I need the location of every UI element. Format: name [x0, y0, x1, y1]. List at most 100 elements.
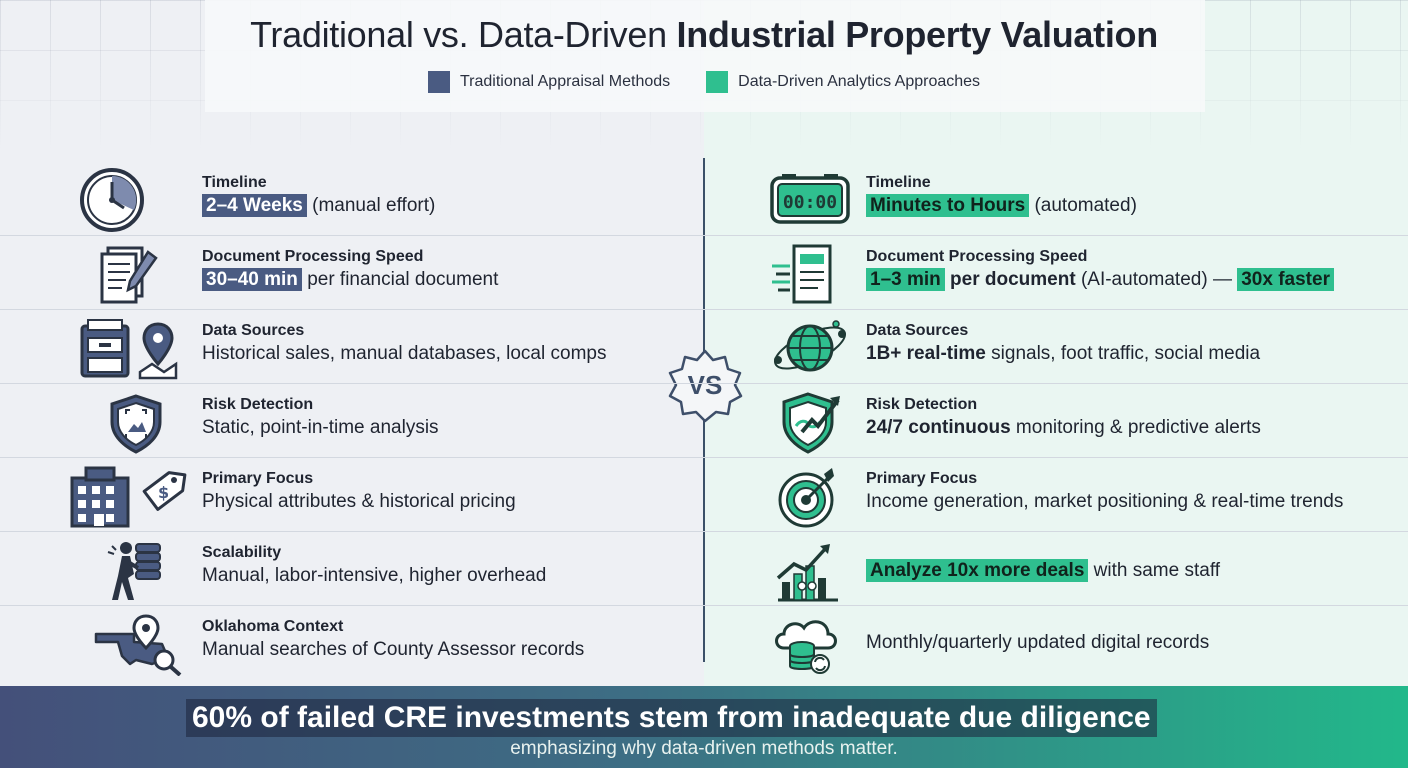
- traditional-row-scalability: Scalability Manual, labor-intensive, hig…: [0, 532, 704, 606]
- data-driven-scalability-text: Analyze 10x more deals with same staff: [866, 559, 1221, 582]
- traditional-row-document-speed: Document Processing Speed 30–40 min per …: [0, 236, 704, 310]
- clock-icon: [80, 168, 144, 232]
- value-rest: signals, foot traffic, social media: [991, 343, 1261, 364]
- row-label: Oklahoma Context: [202, 618, 344, 635]
- row-value: Manual searches of County Assessor recor…: [202, 639, 585, 660]
- row-divider: [704, 309, 1408, 310]
- title-backdrop: [205, 0, 1205, 112]
- traditional-row-oklahoma-context: Oklahoma Context Manual searches of Coun…: [0, 606, 704, 680]
- document-scan-icon: [772, 244, 832, 304]
- traditional-oklahoma-context-text: Oklahoma Context Manual searches of Coun…: [202, 618, 584, 661]
- value-highlight: Minutes to Hours: [866, 194, 1030, 217]
- row-value: Historical sales, manual databases, loca…: [202, 343, 607, 364]
- data-driven-row-document-speed: Document Processing Speed 1–3 min per do…: [704, 236, 1408, 310]
- value-highlight: 1–3 min: [866, 268, 945, 291]
- traditional-timeline-text: Timeline 2–4 Weeks (manual effort): [202, 174, 435, 217]
- data-driven-timeline-text: Timeline Minutes to Hours (automated): [866, 174, 1137, 217]
- row-value: Analyze 10x more deals with same staff: [866, 559, 1221, 582]
- row-label: Risk Detection: [202, 396, 314, 413]
- value-rest: (manual effort): [312, 195, 436, 216]
- data-driven-risk-detection-text: Risk Detection 24/7 continuous monitorin…: [866, 396, 1261, 439]
- svg-text:$: $: [158, 483, 169, 502]
- row-divider: [704, 235, 1408, 236]
- row-value: Physical attributes & historical pricing: [202, 491, 516, 512]
- traditional-row-primary-focus: $ Primary Focus Physical attributes & hi…: [0, 458, 704, 532]
- value-bold: 1B+ real-time: [866, 343, 986, 364]
- row-value: Monthly/quarterly updated digital record…: [866, 632, 1210, 653]
- row-value: 1–3 min per document (AI-automated) — 30…: [866, 268, 1334, 291]
- row-value: 30–40 min per financial document: [202, 268, 499, 291]
- row-label: Primary Focus: [866, 470, 978, 487]
- row-divider: [704, 605, 1408, 606]
- row-divider: [704, 383, 1408, 384]
- data-driven-row-data-sources: Data Sources 1B+ real-time signals, foot…: [704, 310, 1408, 384]
- growth-chart-people-icon: [776, 544, 838, 602]
- row-divider: [0, 531, 704, 532]
- value-rest: with same staff: [1093, 560, 1221, 581]
- vs-label: VS: [687, 370, 723, 400]
- row-divider: [0, 235, 704, 236]
- row-label: Scalability: [202, 544, 282, 561]
- value-bold: per document: [950, 269, 1076, 290]
- shield-trend-icon: [782, 392, 840, 454]
- value-highlight: 2–4 Weeks: [202, 194, 307, 217]
- traditional-primary-focus-text: Primary Focus Physical attributes & hist…: [202, 470, 516, 513]
- row-value: Manual, labor-intensive, higher overhead: [202, 565, 547, 586]
- row-label: Timeline: [866, 174, 931, 191]
- legend: Traditional Appraisal Methods Data-Drive…: [0, 71, 1408, 93]
- data-driven-primary-focus-text: Primary Focus Income generation, market …: [866, 470, 1343, 513]
- legend-item-data-driven: Data-Driven Analytics Approaches: [706, 71, 980, 93]
- legend-label-traditional: Traditional Appraisal Methods: [459, 73, 671, 90]
- value-rest: (automated): [1034, 195, 1137, 216]
- row-label: Timeline: [202, 174, 267, 191]
- footer-subtext: emphasizing why data-driven methods matt…: [510, 738, 898, 759]
- shield-icon: [110, 394, 162, 454]
- traditional-scalability-text: Scalability Manual, labor-intensive, hig…: [202, 544, 546, 587]
- row-divider: [704, 457, 1408, 458]
- row-divider: [0, 457, 704, 458]
- row-label: Document Processing Speed: [202, 248, 424, 265]
- value-highlight: 30–40 min: [202, 268, 302, 291]
- target-arrow-icon: [778, 468, 834, 528]
- row-value: Income generation, market positioning & …: [866, 491, 1344, 512]
- row-label: Data Sources: [866, 322, 969, 339]
- traditional-risk-detection-text: Risk Detection Static, point-in-time ana…: [202, 396, 439, 439]
- row-divider: [704, 531, 1408, 532]
- vs-badge-icon: [668, 349, 743, 423]
- data-driven-row-scalability: Analyze 10x more deals with same staff: [704, 532, 1408, 606]
- row-divider: [0, 309, 704, 310]
- value-rest: (AI-automated) —: [1080, 269, 1232, 290]
- data-driven-row-timeline: 00:00 Timeline Minutes to Hours (automat…: [704, 162, 1408, 236]
- row-value: 1B+ real-time signals, foot traffic, soc…: [866, 343, 1260, 365]
- row-value: Minutes to Hours (automated): [866, 194, 1137, 217]
- data-driven-records-text: Monthly/quarterly updated digital record…: [866, 632, 1209, 654]
- person-carrying-stack-icon: [107, 542, 161, 600]
- row-label: Document Processing Speed: [866, 248, 1088, 265]
- row-label: Primary Focus: [202, 470, 314, 487]
- traditional-row-data-sources: Data Sources Historical sales, manual da…: [0, 310, 704, 384]
- page-title: Traditional vs. Data-Driven Industrial P…: [250, 14, 1158, 55]
- file-cabinet-map-pin-icon: [80, 319, 178, 380]
- svg-text:00:00: 00:00: [783, 192, 837, 213]
- value-rest: monitoring & predictive alerts: [1015, 417, 1261, 438]
- row-value: 24/7 continuous monitoring & predictive …: [866, 417, 1261, 439]
- legend-label-data-driven: Data-Driven Analytics Approaches: [738, 73, 981, 90]
- row-divider: [0, 605, 704, 606]
- document-pen-icon: [100, 246, 158, 304]
- traditional-row-risk-detection: Risk Detection Static, point-in-time ana…: [0, 384, 704, 458]
- legend-swatch-data-driven: [706, 71, 729, 93]
- row-label: Risk Detection: [866, 396, 978, 413]
- data-driven-row-primary-focus: Primary Focus Income generation, market …: [704, 458, 1408, 532]
- value-rest: per financial document: [307, 269, 499, 290]
- globe-network-icon: [774, 320, 846, 372]
- row-value: Static, point-in-time analysis: [202, 417, 439, 438]
- legend-item-traditional: Traditional Appraisal Methods: [427, 71, 671, 93]
- legend-swatch-traditional: [427, 71, 450, 93]
- value-highlight-secondary: 30x faster: [1237, 268, 1334, 291]
- digital-clock-icon: 00:00: [770, 174, 850, 224]
- value-highlight: Analyze 10x more deals: [866, 559, 1089, 582]
- building-price-tag-icon: $: [70, 466, 187, 528]
- data-driven-row-records: Monthly/quarterly updated digital record…: [704, 606, 1408, 680]
- value-bold: 24/7 continuous: [866, 417, 1011, 438]
- traditional-data-sources-text: Data Sources Historical sales, manual da…: [202, 322, 606, 365]
